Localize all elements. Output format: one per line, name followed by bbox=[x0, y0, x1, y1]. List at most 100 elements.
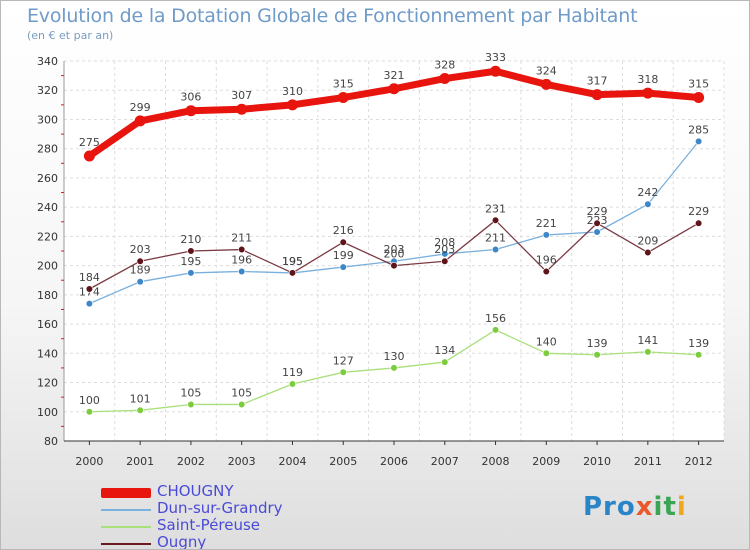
data-point-chougny bbox=[591, 89, 603, 101]
data-point-chougny bbox=[693, 92, 705, 104]
data-point-dun-sur-grandry bbox=[491, 245, 500, 254]
data-label-ougny: 209 bbox=[637, 234, 658, 247]
y-tick-label: 260 bbox=[37, 172, 58, 185]
y-tick-label: 340 bbox=[37, 55, 58, 68]
data-point-ougny bbox=[644, 248, 652, 257]
data-label-ougny: 184 bbox=[79, 271, 100, 284]
data-point-dun-sur-grandry bbox=[187, 269, 195, 277]
data-label-dun-sur-grandry: 195 bbox=[180, 255, 201, 268]
data-point-saint-pereuse bbox=[339, 368, 347, 376]
data-label-dun-sur-grandry: 242 bbox=[637, 186, 658, 199]
x-tick-label: 2008 bbox=[482, 455, 510, 468]
data-label-ougny: 203 bbox=[130, 243, 151, 256]
data-label-chougny: 315 bbox=[688, 78, 709, 91]
y-tick-label: 140 bbox=[37, 347, 58, 360]
data-label-dun-sur-grandry: 195 bbox=[282, 255, 303, 268]
data-label-ougny: 229 bbox=[587, 205, 608, 218]
x-tick-label: 2012 bbox=[685, 455, 713, 468]
logo-part-3: it bbox=[653, 492, 677, 522]
data-point-dun-sur-grandry bbox=[85, 300, 93, 308]
data-point-ougny bbox=[542, 267, 550, 276]
data-point-saint-pereuse bbox=[288, 380, 297, 388]
legend-label-dun-sur-grandry: Dun-sur-Grandry bbox=[157, 499, 283, 517]
data-point-chougny bbox=[236, 103, 248, 115]
y-tick-label: 300 bbox=[37, 113, 58, 126]
data-label-ougny: 200 bbox=[384, 248, 405, 261]
data-label-chougny: 321 bbox=[384, 69, 405, 82]
data-label-chougny: 299 bbox=[130, 101, 151, 114]
x-tick-label: 2011 bbox=[634, 455, 662, 468]
data-point-dun-sur-grandry bbox=[644, 200, 652, 208]
legend-label-chougny: CHOUGNY bbox=[157, 482, 234, 500]
chart-subtitle: (en € et par an) bbox=[27, 29, 114, 42]
legend-label-saint-pereuse: Saint-Péreuse bbox=[157, 516, 261, 534]
data-point-saint-pereuse bbox=[441, 358, 449, 366]
data-point-saint-pereuse bbox=[85, 408, 93, 416]
data-point-dun-sur-grandry bbox=[136, 278, 144, 286]
data-point-dun-sur-grandry bbox=[441, 250, 449, 258]
data-point-dun-sur-grandry bbox=[238, 267, 246, 276]
data-label-ougny: 196 bbox=[536, 253, 557, 266]
x-tick-label: 2004 bbox=[278, 455, 306, 468]
data-label-chougny: 315 bbox=[333, 78, 354, 91]
y-tick-label: 180 bbox=[37, 289, 58, 302]
data-point-chougny bbox=[439, 73, 451, 85]
data-label-saint-pereuse: 139 bbox=[587, 337, 608, 350]
data-label-dun-sur-grandry: 221 bbox=[536, 217, 557, 230]
data-label-saint-pereuse: 134 bbox=[434, 344, 455, 357]
y-tick-label: 220 bbox=[37, 230, 58, 243]
data-label-ougny: 195 bbox=[282, 255, 303, 268]
data-point-saint-pereuse bbox=[542, 349, 550, 357]
data-point-saint-pereuse bbox=[491, 326, 500, 334]
data-point-dun-sur-grandry bbox=[339, 263, 347, 271]
data-point-ougny bbox=[187, 247, 195, 255]
y-tick-label: 320 bbox=[37, 84, 58, 97]
y-tick-label: 200 bbox=[37, 260, 58, 273]
data-label-saint-pereuse: 140 bbox=[536, 335, 557, 348]
data-point-ougny bbox=[695, 219, 703, 227]
logo-part-1: Pro bbox=[583, 492, 636, 522]
data-label-chougny: 317 bbox=[587, 75, 608, 88]
data-point-dun-sur-grandry bbox=[695, 137, 703, 145]
data-point-ougny bbox=[593, 219, 601, 227]
data-label-chougny: 324 bbox=[536, 64, 557, 77]
data-point-saint-pereuse bbox=[390, 364, 398, 372]
data-point-chougny bbox=[490, 65, 502, 77]
legend-swatch-saint-pereuse bbox=[101, 525, 151, 528]
data-label-chougny: 328 bbox=[434, 59, 455, 72]
data-point-saint-pereuse bbox=[238, 400, 246, 409]
data-point-saint-pereuse bbox=[593, 351, 601, 359]
data-point-ougny bbox=[491, 216, 500, 224]
data-label-dun-sur-grandry: 196 bbox=[231, 253, 252, 266]
data-label-saint-pereuse: 141 bbox=[637, 334, 658, 347]
data-point-chougny bbox=[540, 78, 552, 90]
data-label-chougny: 318 bbox=[637, 73, 658, 86]
data-label-saint-pereuse: 105 bbox=[231, 386, 252, 399]
x-tick-label: 2005 bbox=[329, 455, 357, 468]
data-point-chougny bbox=[185, 105, 197, 117]
legend-swatch-ougny bbox=[101, 542, 151, 545]
data-label-ougny: 210 bbox=[180, 233, 201, 246]
data-label-saint-pereuse: 100 bbox=[79, 394, 100, 407]
legend-label-ougny: Ougny bbox=[157, 533, 207, 550]
legend-swatch-chougny bbox=[101, 487, 151, 498]
data-point-chougny bbox=[83, 150, 95, 162]
data-point-saint-pereuse bbox=[695, 351, 703, 359]
plot-area bbox=[64, 61, 724, 441]
y-tick-label: 280 bbox=[37, 143, 58, 156]
data-label-chougny: 307 bbox=[231, 89, 252, 102]
x-tick-label: 2002 bbox=[177, 455, 205, 468]
x-tick-label: 2007 bbox=[431, 455, 459, 468]
data-label-saint-pereuse: 101 bbox=[130, 392, 151, 405]
data-point-ougny bbox=[136, 257, 144, 265]
data-label-saint-pereuse: 127 bbox=[333, 354, 354, 367]
chart-title: Evolution de la Dotation Globale de Fonc… bbox=[27, 5, 638, 27]
data-label-dun-sur-grandry: 285 bbox=[688, 123, 709, 136]
data-point-chougny bbox=[134, 115, 146, 127]
data-point-ougny bbox=[390, 262, 398, 270]
data-label-saint-pereuse: 139 bbox=[688, 337, 709, 350]
proxiti-logo: Proxiti bbox=[583, 492, 687, 522]
data-label-ougny: 229 bbox=[688, 205, 709, 218]
